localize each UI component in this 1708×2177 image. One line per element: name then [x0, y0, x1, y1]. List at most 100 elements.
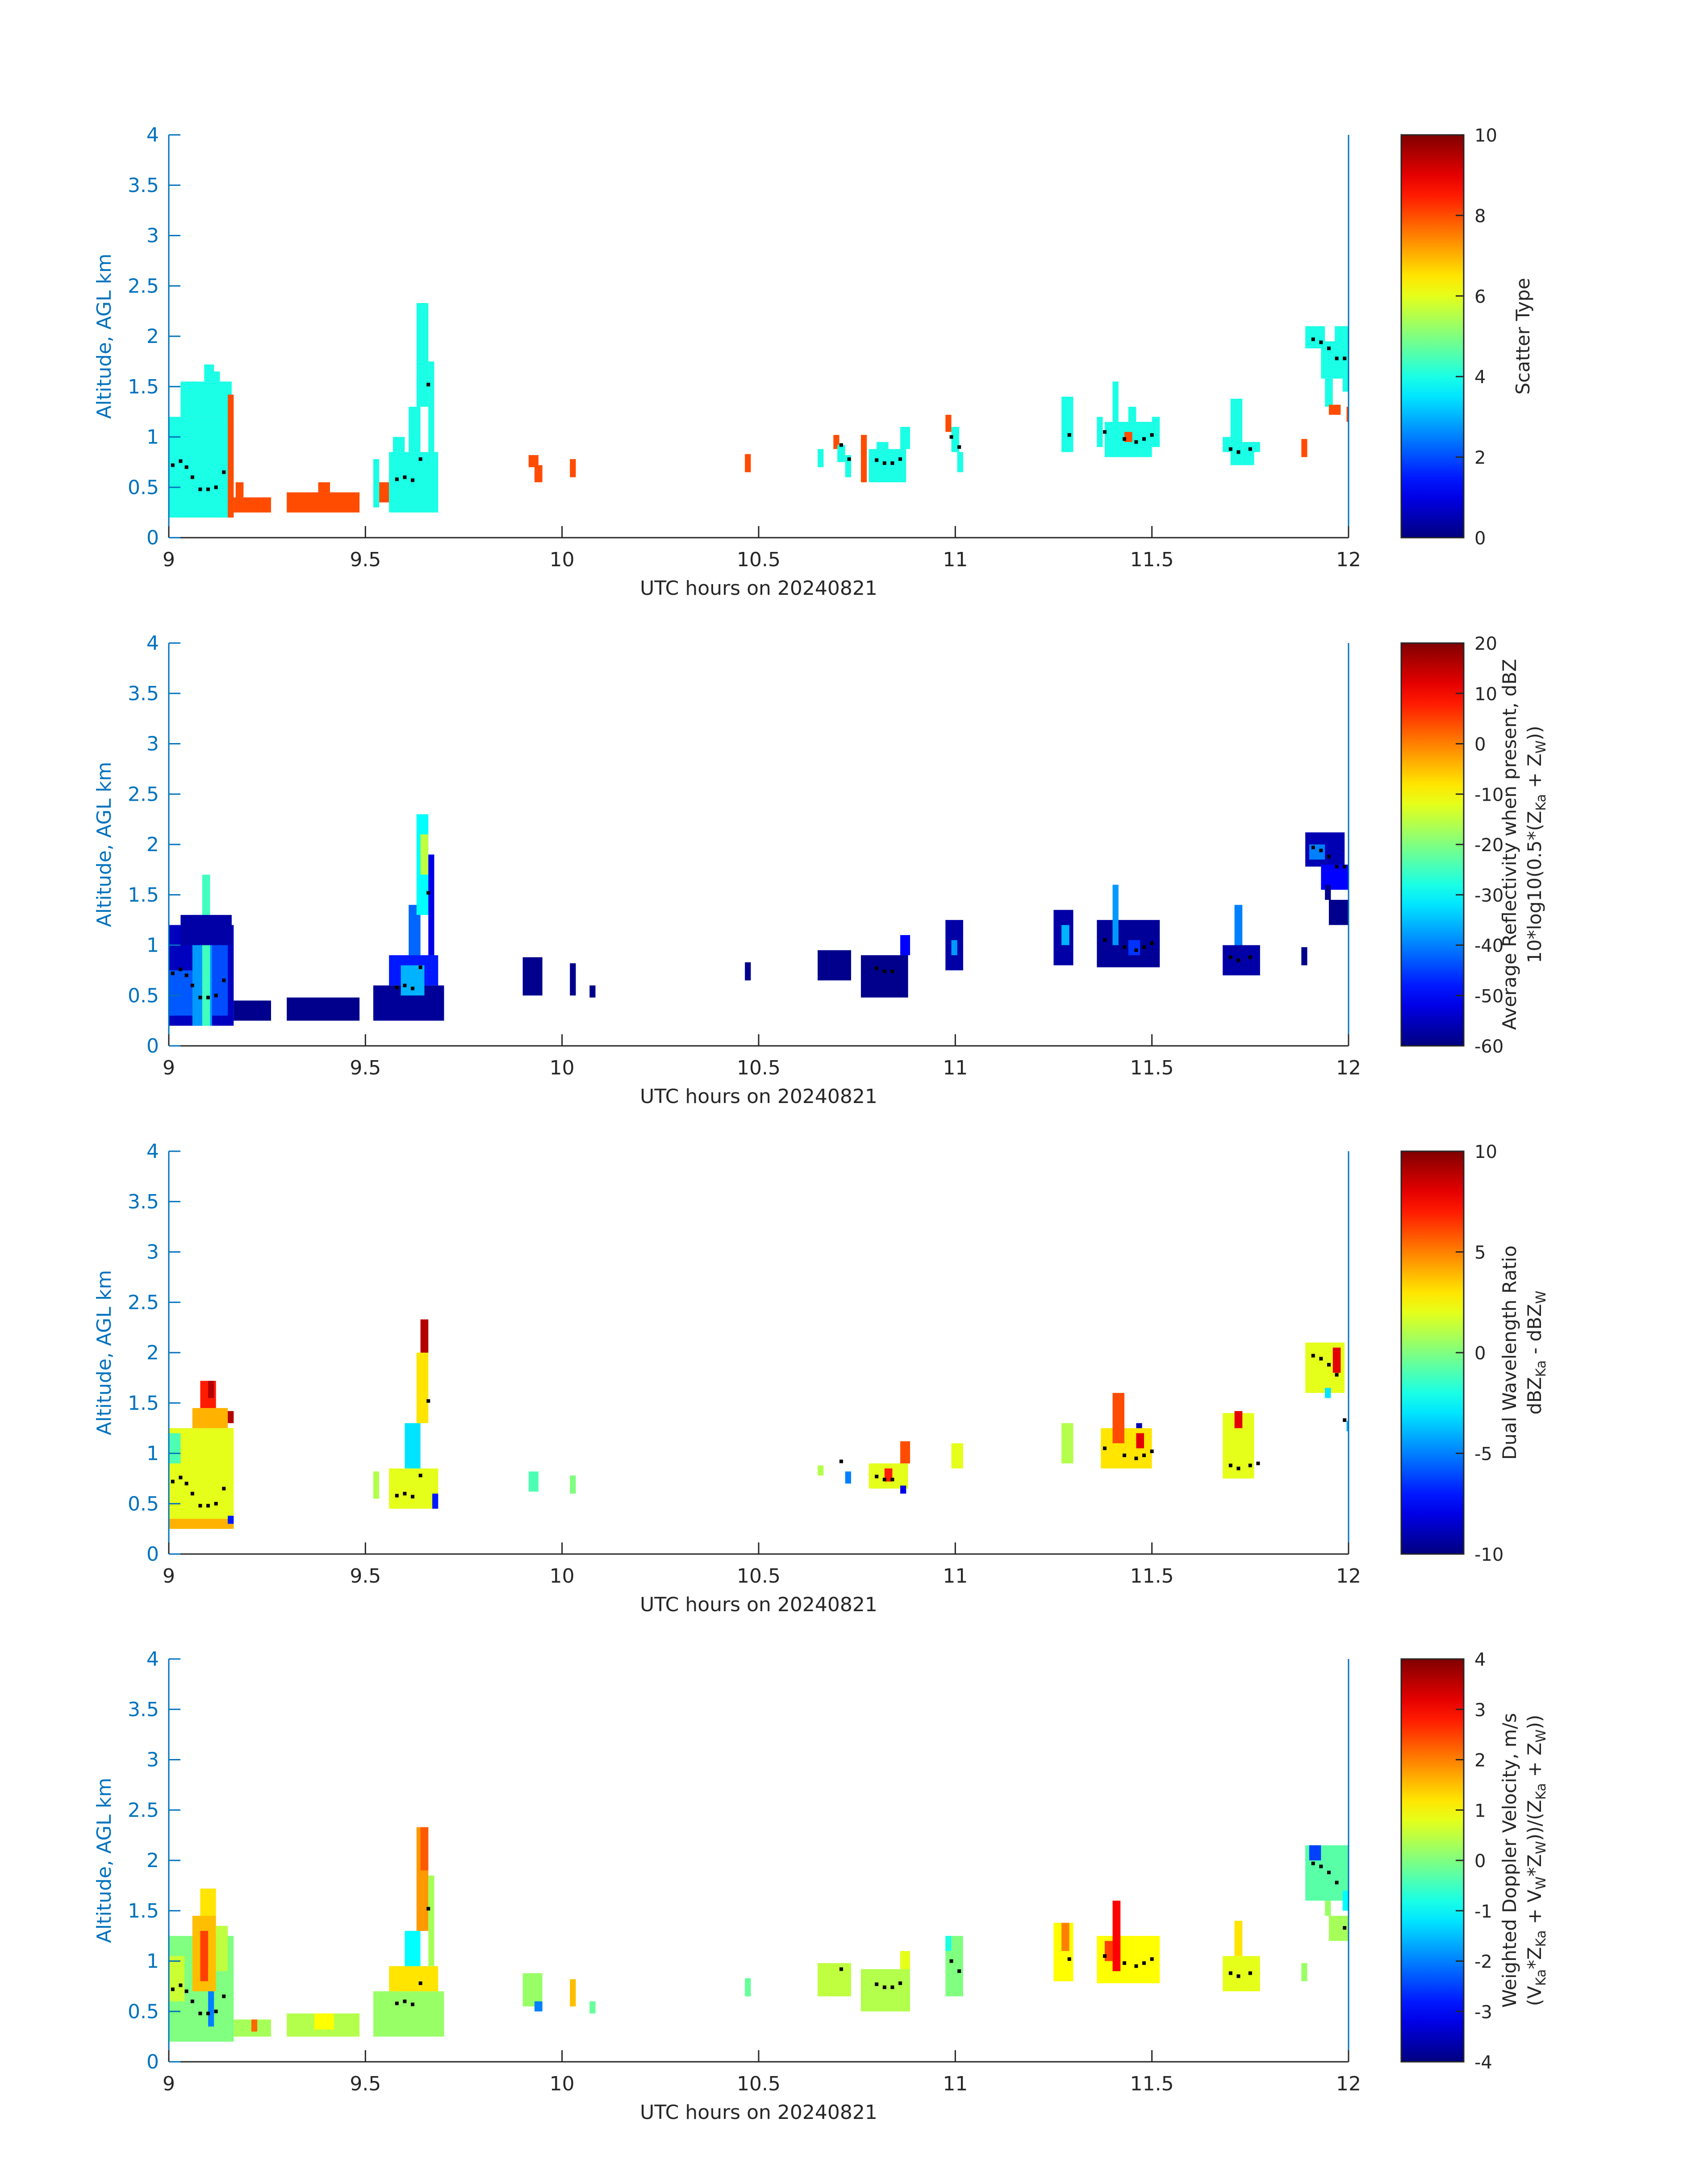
heatmap-cell [818, 1963, 851, 1997]
mean-altitude-point [222, 1994, 226, 1998]
mean-altitude-point [395, 1494, 399, 1498]
mean-altitude-point [418, 1474, 422, 1478]
mean-markers [171, 337, 1347, 491]
y-tick-label: 3 [146, 1241, 159, 1264]
y-tick-label: 1.5 [128, 1392, 159, 1415]
colorbar-tick-label: 10 [1474, 125, 1497, 146]
colorbar-label-segment: ))/(Z [1524, 1800, 1545, 1841]
colorbar-label-line: Weighted Doppler Velocity, m/s [1499, 1713, 1520, 2008]
heatmap-cell [318, 482, 330, 493]
colorbar-label-subscript: W [1533, 1876, 1549, 1890]
heatmap-cell [951, 1443, 963, 1469]
mean-altitude-point [1327, 1871, 1331, 1875]
plot-area [169, 1659, 1349, 2062]
mean-altitude-point [1335, 356, 1339, 360]
colorbar-tick-label: -4 [1474, 2052, 1492, 2073]
heatmap-cell [169, 417, 234, 518]
colorbar-label-line: Dual Wavelength Ratio [1499, 1245, 1520, 1460]
heatmap-cell [570, 459, 576, 477]
mean-altitude-point [1343, 356, 1347, 360]
heatmap-cell [409, 406, 421, 452]
mean-altitude-point [1256, 1462, 1260, 1466]
mean-altitude-point [395, 986, 399, 990]
colorbar-label-line: dBZKa - dBZW [1524, 1291, 1549, 1415]
colorbar-tick-label: 0 [1474, 1851, 1486, 1872]
mean-altitude-point [1102, 1446, 1107, 1450]
x-tick-label: 12 [1336, 1565, 1361, 1588]
mean-altitude-point [179, 1475, 183, 1479]
mean-altitude-point [890, 461, 894, 465]
mean-altitude-point [949, 435, 953, 439]
mean-altitude-point [411, 2002, 415, 2006]
colorbar-label-line: Scatter Type [1512, 278, 1534, 394]
mean-altitude-point [418, 965, 422, 969]
mean-altitude-point [395, 477, 399, 481]
heatmap-cell [570, 963, 576, 996]
heatmap-cell [1223, 945, 1260, 976]
heatmap-cell [1223, 1956, 1260, 1992]
heatmap-cell [589, 2001, 596, 2014]
mean-altitude-point [1236, 958, 1240, 962]
heatmap-cell [1342, 346, 1349, 392]
y-tick-label: 0 [146, 2051, 159, 2073]
mean-altitude-point [882, 461, 886, 465]
x-tick-label: 10.5 [737, 548, 781, 571]
x-tick-label: 10 [550, 1057, 575, 1079]
x-tick-label: 10.5 [737, 1565, 781, 1588]
heatmap-cell [1234, 1921, 1243, 1956]
mean-altitude-point [214, 994, 218, 998]
heatmap-cell [180, 915, 232, 945]
heatmap-cell [373, 459, 380, 508]
heatmap-cell [1104, 1941, 1113, 1961]
heatmap-cell [405, 1423, 421, 1469]
mean-altitude-point [1134, 948, 1138, 952]
mean-altitude-point [1311, 1861, 1315, 1865]
heatmap-cell [1325, 1901, 1331, 1916]
mean-altitude-point [1236, 1974, 1240, 1978]
mean-altitude-point [1343, 1418, 1347, 1422]
x-tick-label: 11 [943, 1057, 968, 1079]
mean-altitude-point [1067, 433, 1071, 437]
mean-altitude-point [1343, 1926, 1347, 1930]
heatmap-cell [570, 1979, 576, 2006]
colorbar-tick-label: 0 [1474, 528, 1486, 549]
heatmap-cell [1152, 417, 1160, 447]
mean-altitude-point [1102, 1954, 1107, 1958]
heatmap-cell [234, 1000, 271, 1021]
plot-area [169, 643, 1349, 1046]
heatmap-cell [208, 1381, 214, 1398]
x-tick-label: 11.5 [1130, 2073, 1174, 2095]
heatmap-cell [1328, 405, 1341, 415]
heatmap-cell [1112, 885, 1119, 945]
mean-altitude-point [1248, 1463, 1252, 1467]
mean-altitude-point [1248, 955, 1252, 959]
mean-altitude-point [1150, 433, 1154, 437]
colorbar-tick-label: 20 [1474, 634, 1497, 654]
mean-altitude-point [184, 974, 188, 978]
mean-altitude-point [418, 1981, 422, 1985]
y-tick-label: 2 [146, 325, 159, 348]
y-tick-label: 2.5 [128, 1291, 159, 1314]
mean-altitude-point [1319, 1864, 1323, 1868]
heatmap-cell [416, 1353, 429, 1423]
x-tick-label: 12 [1336, 1057, 1361, 1079]
colorbar-label-subscript: Ka [1533, 794, 1549, 811]
mean-altitude-point [882, 1985, 886, 1989]
mean-altitude-point [1335, 1880, 1339, 1885]
heatmap-cell [1328, 900, 1349, 925]
heatmap-cell [1335, 326, 1349, 347]
heatmap-cell [228, 394, 234, 518]
heatmap-cell [818, 950, 851, 981]
heatmap-cell [951, 426, 960, 452]
colorbar-tick-label: -10 [1474, 785, 1503, 805]
heatmap-cell [228, 1516, 234, 1524]
y-tick-label: 1 [146, 426, 159, 449]
mean-altitude-point [426, 1399, 430, 1403]
heatmap-cell [287, 492, 360, 513]
heatmap-cell [389, 1468, 438, 1509]
heatmap-cell [216, 1926, 228, 1972]
heatmap-cell [535, 465, 543, 482]
heatmap-cell [900, 426, 910, 449]
